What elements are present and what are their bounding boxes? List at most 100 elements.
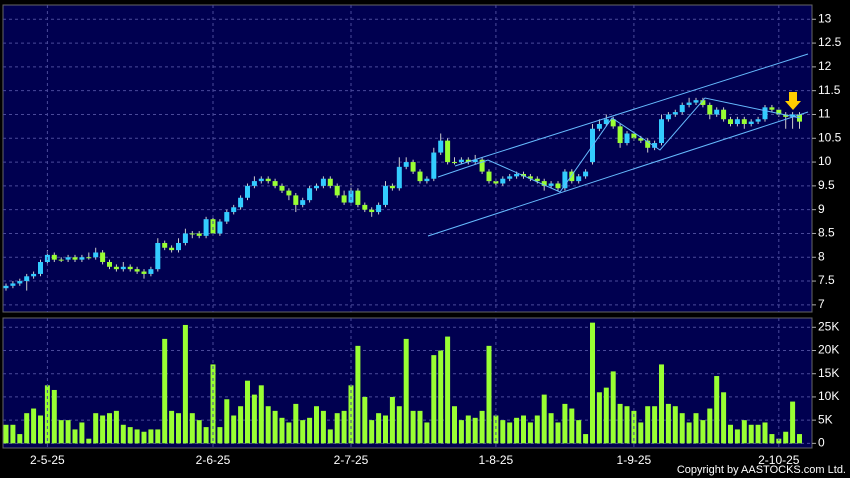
candle-body	[486, 171, 492, 182]
volume-bar	[327, 429, 333, 444]
volume-bar	[300, 420, 306, 444]
candle-body	[389, 185, 395, 189]
volume-bar	[307, 417, 313, 444]
y-tick-label: 9	[818, 202, 825, 216]
volume-bar	[507, 422, 513, 444]
candle-body	[776, 109, 782, 115]
volume-bar	[452, 406, 457, 444]
volume-bar	[465, 415, 471, 444]
volume-bar	[265, 406, 271, 444]
candle-body	[148, 269, 154, 274]
candle-body	[438, 140, 444, 153]
x-tick-label: 2-6-25	[196, 453, 231, 467]
y-tick-label: 8.5	[818, 226, 835, 240]
candle-body	[320, 178, 326, 186]
volume-bar	[576, 420, 582, 444]
candle-body	[265, 178, 271, 182]
volume-bar	[403, 338, 409, 444]
volume-bar	[721, 392, 727, 444]
candle-body	[500, 178, 506, 184]
volume-bar	[245, 380, 250, 444]
volume-bar	[590, 322, 595, 444]
volume-bar	[610, 371, 616, 444]
candle-body	[769, 107, 775, 110]
candle-body	[452, 162, 457, 164]
volume-bar	[638, 422, 644, 444]
volume-bar	[113, 410, 119, 444]
volume-bar	[438, 350, 444, 444]
candle-body	[113, 266, 119, 270]
candle-body	[555, 183, 561, 189]
volume-bar	[38, 415, 43, 444]
copyright: Copyright by AASTOCKS.com Ltd.	[677, 464, 846, 476]
x-tick-label: 2-10-25	[758, 453, 800, 467]
arrow-marker	[785, 92, 801, 110]
candle-body	[396, 166, 402, 189]
volume-bar	[293, 403, 299, 444]
candle-body	[300, 200, 306, 205]
candle-body	[417, 171, 423, 182]
volume-bar	[72, 429, 78, 444]
volume-bar	[417, 410, 423, 444]
candle-body	[17, 281, 23, 284]
volume-bar	[182, 324, 188, 444]
candle-body	[169, 247, 175, 251]
volume-bar	[707, 408, 713, 444]
trend-line	[437, 97, 801, 193]
volume-bar	[555, 422, 561, 444]
volume-bar	[58, 420, 64, 444]
candle-body	[693, 100, 699, 103]
volume-bar	[10, 424, 16, 444]
volume-bar	[769, 434, 775, 444]
volume-bar	[596, 392, 602, 444]
volume-bar	[155, 429, 161, 444]
candle-body	[120, 266, 126, 270]
volume-bar	[693, 413, 699, 444]
candle-body	[341, 195, 347, 203]
candle-body	[51, 254, 57, 260]
candle-body	[10, 283, 16, 286]
volume-bar	[279, 417, 285, 444]
volume-bar	[383, 415, 388, 444]
candle-body	[603, 119, 609, 124]
candle-body	[334, 185, 340, 196]
candle-body	[38, 262, 43, 274]
y-tick-label: 12	[818, 59, 832, 73]
candle-body	[479, 159, 485, 172]
volume-bar	[196, 420, 202, 444]
volume-bar	[176, 413, 181, 444]
y-tick-label: 11	[818, 107, 831, 121]
candle-body	[424, 178, 430, 182]
candle-body	[258, 178, 264, 182]
volume-bar	[472, 417, 478, 444]
candle-body	[507, 176, 513, 179]
candle-body	[672, 112, 678, 115]
trend-line	[454, 53, 809, 167]
volume-bar	[169, 410, 175, 444]
candle-body	[700, 100, 706, 105]
candle-body	[189, 233, 195, 235]
volume-bar	[686, 422, 692, 444]
candle-body	[155, 242, 161, 270]
candle-body	[783, 114, 789, 117]
volume-bar	[569, 408, 575, 444]
candle-body	[3, 285, 9, 289]
candle-body	[472, 159, 478, 163]
candle-body	[534, 178, 540, 182]
volume-bar	[741, 420, 747, 444]
volume-bar	[700, 420, 706, 444]
candle-body	[665, 114, 671, 120]
candle-body	[307, 188, 313, 201]
candle-body	[755, 119, 761, 122]
volume-bar	[231, 415, 237, 444]
x-tick-label: 1-9-25	[617, 453, 652, 467]
volume-bar	[548, 413, 554, 444]
volume-bar	[79, 422, 85, 444]
candle-body	[217, 221, 223, 234]
candle-body	[162, 242, 168, 248]
candle-body	[541, 181, 547, 186]
volume-bar	[341, 410, 347, 444]
volume-bar	[148, 429, 154, 444]
volume-bar	[162, 338, 168, 444]
candle-body	[410, 162, 416, 172]
